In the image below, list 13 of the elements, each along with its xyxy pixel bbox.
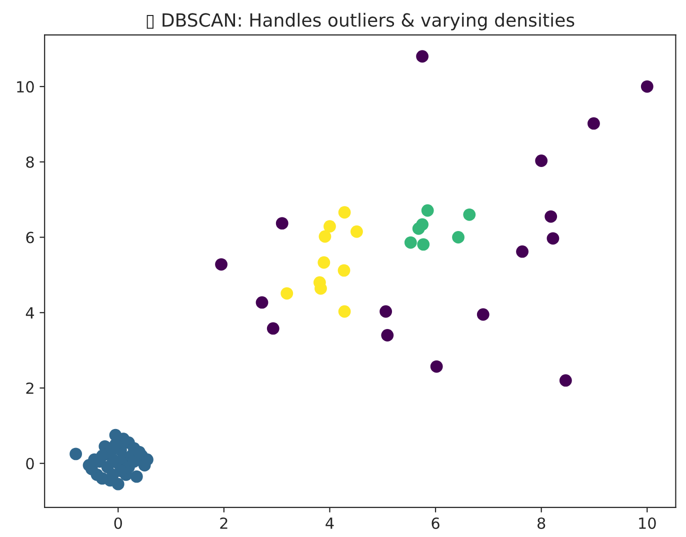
x-tick-label: 6: [432, 517, 440, 530]
x-tick-label: 4: [326, 518, 334, 529]
x-tick-label: 10: [639, 517, 656, 530]
y-tick-label: 6: [26, 232, 34, 244]
y-tick-label: 0: [26, 458, 34, 470]
x-tick-label: 0: [114, 517, 122, 530]
x-tick-label: 8: [538, 517, 546, 530]
y-tick-label: 8: [26, 156, 34, 168]
y-tick-label: 2: [26, 382, 34, 394]
chart-title: ▯ DBSCAN: Handles outliers & varying densities: [146, 12, 574, 30]
y-tick-label: 10: [17, 81, 34, 93]
x-tick-label: 2: [220, 517, 228, 529]
y-tick-label: 4: [26, 307, 34, 318]
